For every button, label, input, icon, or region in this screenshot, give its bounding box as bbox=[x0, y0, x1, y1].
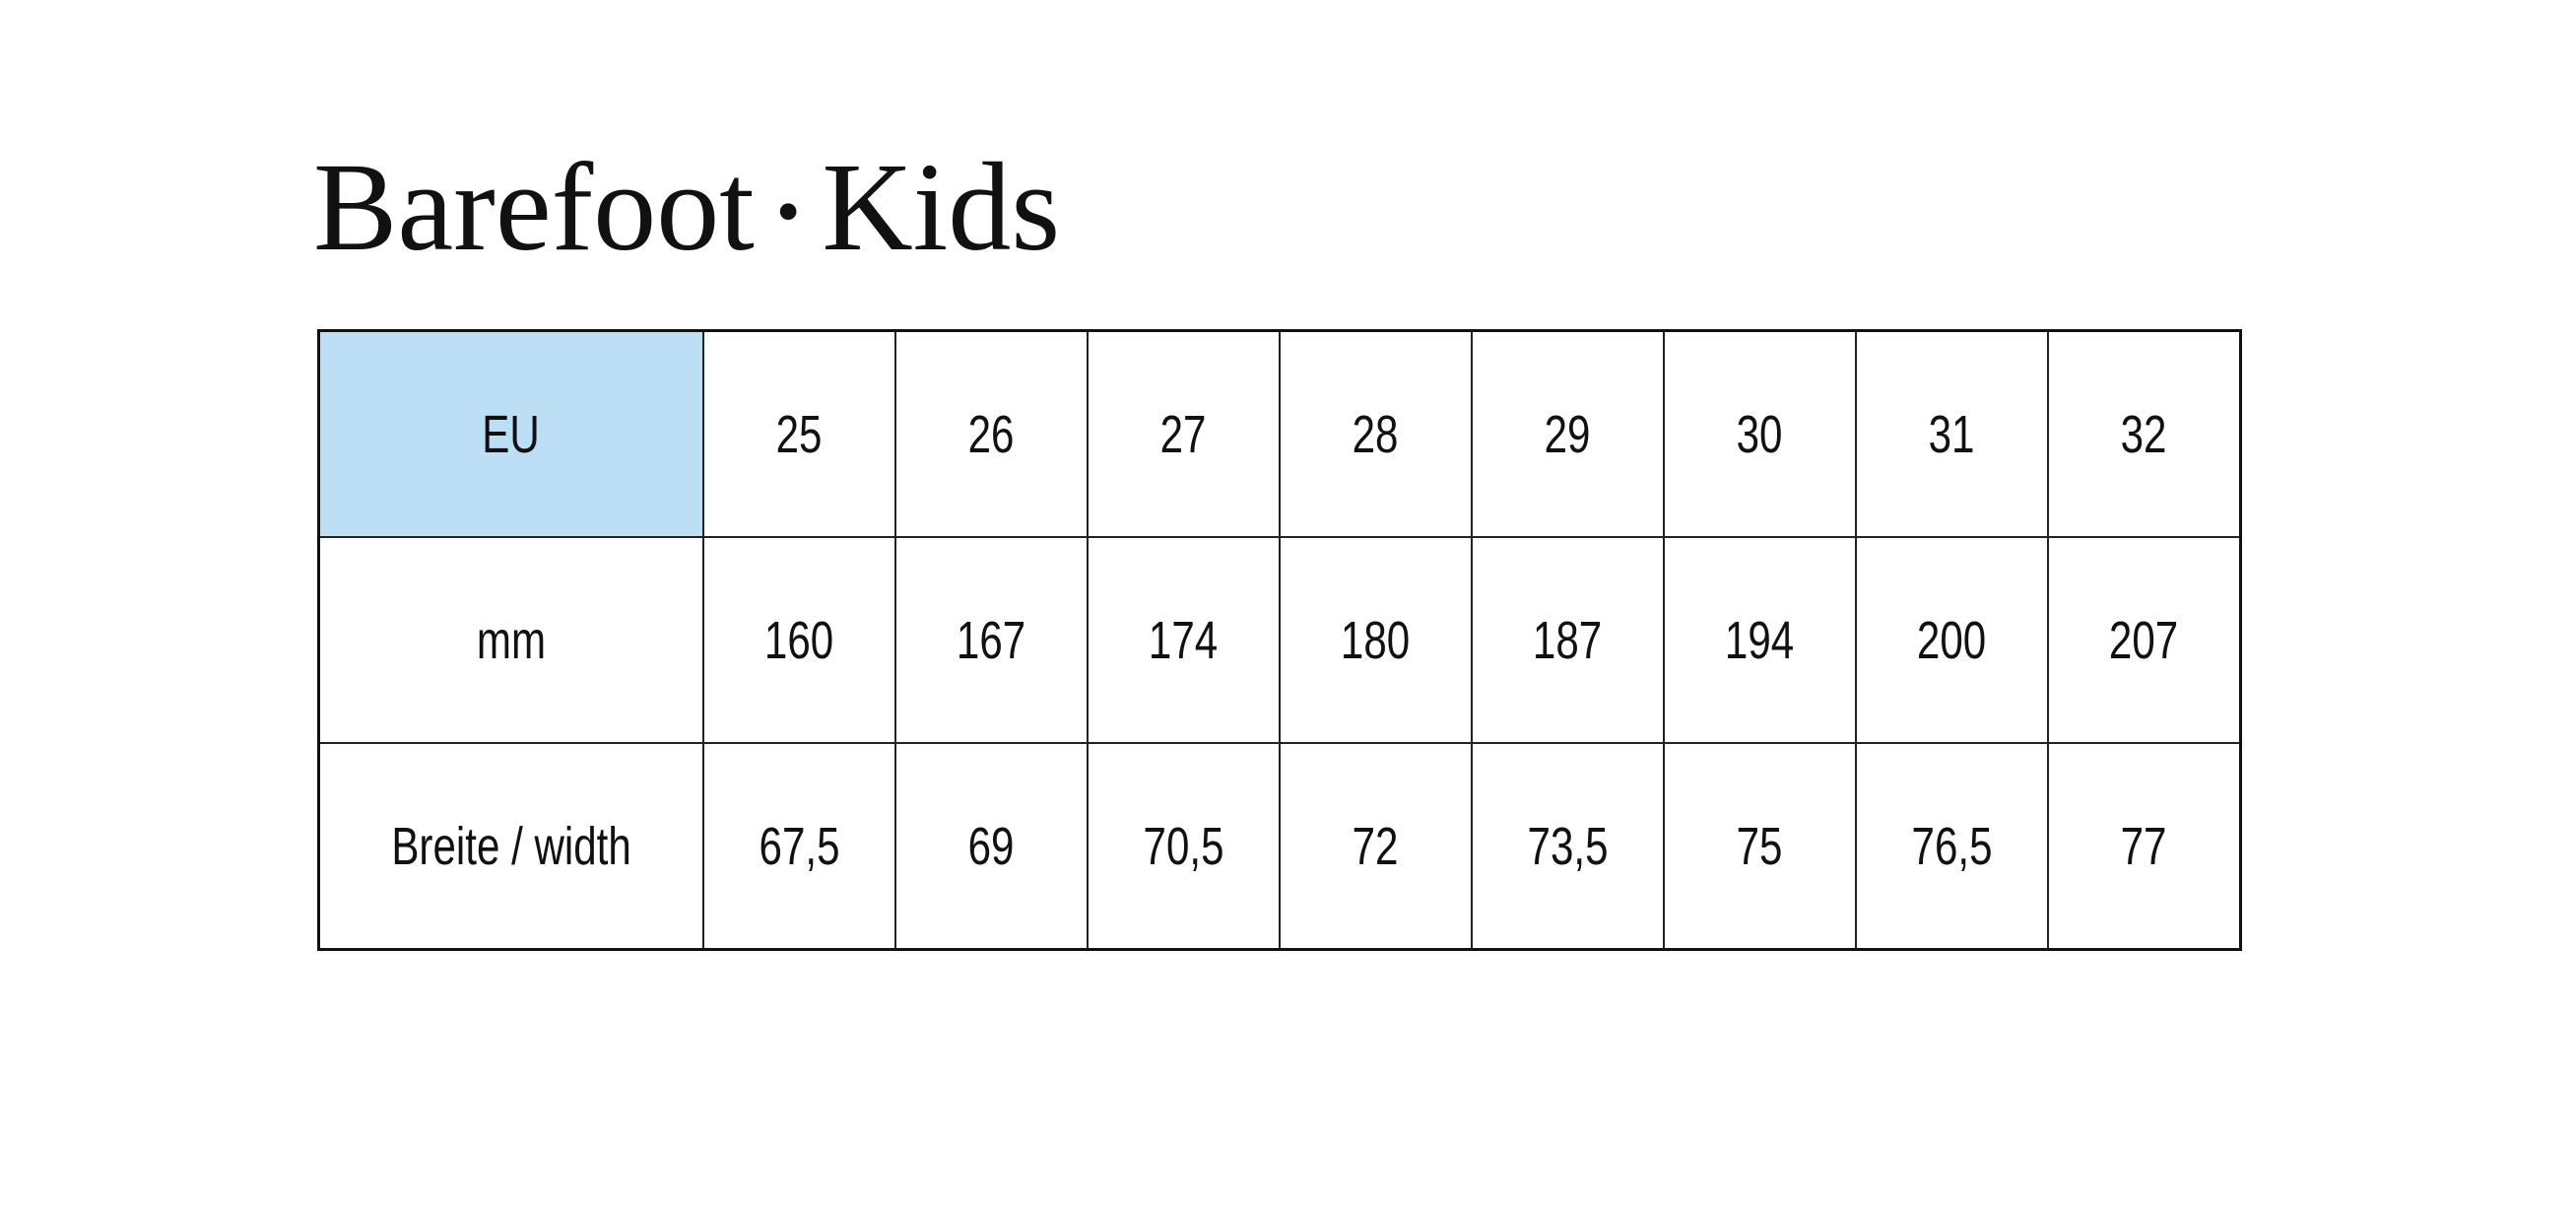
table-cell: 72 bbox=[1279, 742, 1473, 951]
table-cell: 187 bbox=[1471, 536, 1665, 744]
cell-value: 26 bbox=[968, 404, 1015, 464]
row-header: Breite / width bbox=[317, 742, 704, 951]
page-title: Barefoot • Kids bbox=[313, 133, 1060, 295]
cell-value: 160 bbox=[764, 610, 834, 670]
row-header-label: mm bbox=[476, 610, 547, 670]
title-category: Kids bbox=[822, 137, 1061, 277]
table-cell: 180 bbox=[1279, 536, 1473, 744]
title-separator: • bbox=[775, 173, 801, 250]
cell-value: 174 bbox=[1149, 610, 1219, 670]
table-cell: 174 bbox=[1087, 536, 1281, 744]
table-cell: 31 bbox=[1855, 329, 2049, 538]
table-cell: 29 bbox=[1471, 329, 1665, 538]
cell-value: 187 bbox=[1533, 610, 1603, 670]
table-row: mm 160 167 174 180 187 194 200 207 bbox=[317, 536, 2242, 744]
row-header: mm bbox=[317, 536, 704, 744]
cell-value: 27 bbox=[1160, 404, 1207, 464]
cell-value: 167 bbox=[957, 610, 1026, 670]
table-cell: 160 bbox=[702, 536, 896, 744]
cell-value: 207 bbox=[2109, 610, 2179, 670]
table-row: Breite / width 67,5 69 70,5 72 73,5 75 76,5 77 bbox=[317, 742, 2242, 951]
row-header-label: EU bbox=[482, 404, 541, 464]
row-header-label: Breite / width bbox=[391, 816, 631, 876]
cell-value: 77 bbox=[2121, 816, 2167, 876]
size-chart-table: EU 25 26 27 28 29 30 31 32 mm 160 167 174 180 187 194 20… bbox=[317, 329, 2242, 951]
cell-value: 69 bbox=[968, 816, 1015, 876]
table-cell: 32 bbox=[2047, 329, 2242, 538]
cell-value: 32 bbox=[2121, 404, 2167, 464]
table-row: EU 25 26 27 28 29 30 31 32 bbox=[317, 329, 2242, 538]
cell-value: 180 bbox=[1341, 610, 1411, 670]
table-cell: 73,5 bbox=[1471, 742, 1665, 951]
table-cell: 69 bbox=[894, 742, 1089, 951]
table-cell: 77 bbox=[2047, 742, 2242, 951]
row-header: EU bbox=[317, 329, 704, 538]
cell-value: 73,5 bbox=[1527, 816, 1609, 876]
cell-value: 194 bbox=[1725, 610, 1795, 670]
cell-value: 25 bbox=[776, 404, 823, 464]
cell-value: 30 bbox=[1737, 404, 1783, 464]
cell-value: 200 bbox=[1917, 610, 1987, 670]
table-cell: 26 bbox=[894, 329, 1089, 538]
table-cell: 70,5 bbox=[1087, 742, 1281, 951]
cell-value: 76,5 bbox=[1911, 816, 1993, 876]
table-cell: 27 bbox=[1087, 329, 1281, 538]
table-cell: 207 bbox=[2047, 536, 2242, 744]
table-cell: 30 bbox=[1663, 329, 1857, 538]
table-cell: 75 bbox=[1663, 742, 1857, 951]
cell-value: 29 bbox=[1545, 404, 1591, 464]
table-cell: 167 bbox=[894, 536, 1089, 744]
cell-value: 31 bbox=[1929, 404, 1975, 464]
cell-value: 67,5 bbox=[759, 816, 840, 876]
cell-value: 72 bbox=[1353, 816, 1399, 876]
table-cell: 28 bbox=[1279, 329, 1473, 538]
table-cell: 76,5 bbox=[1855, 742, 2049, 951]
table-cell: 200 bbox=[1855, 536, 2049, 744]
cell-value: 28 bbox=[1353, 404, 1399, 464]
table-cell: 194 bbox=[1663, 536, 1857, 744]
table-cell: 67,5 bbox=[702, 742, 896, 951]
cell-value: 75 bbox=[1737, 816, 1783, 876]
table-cell: 25 bbox=[702, 329, 896, 538]
title-brand: Barefoot bbox=[313, 137, 755, 277]
cell-value: 70,5 bbox=[1143, 816, 1224, 876]
